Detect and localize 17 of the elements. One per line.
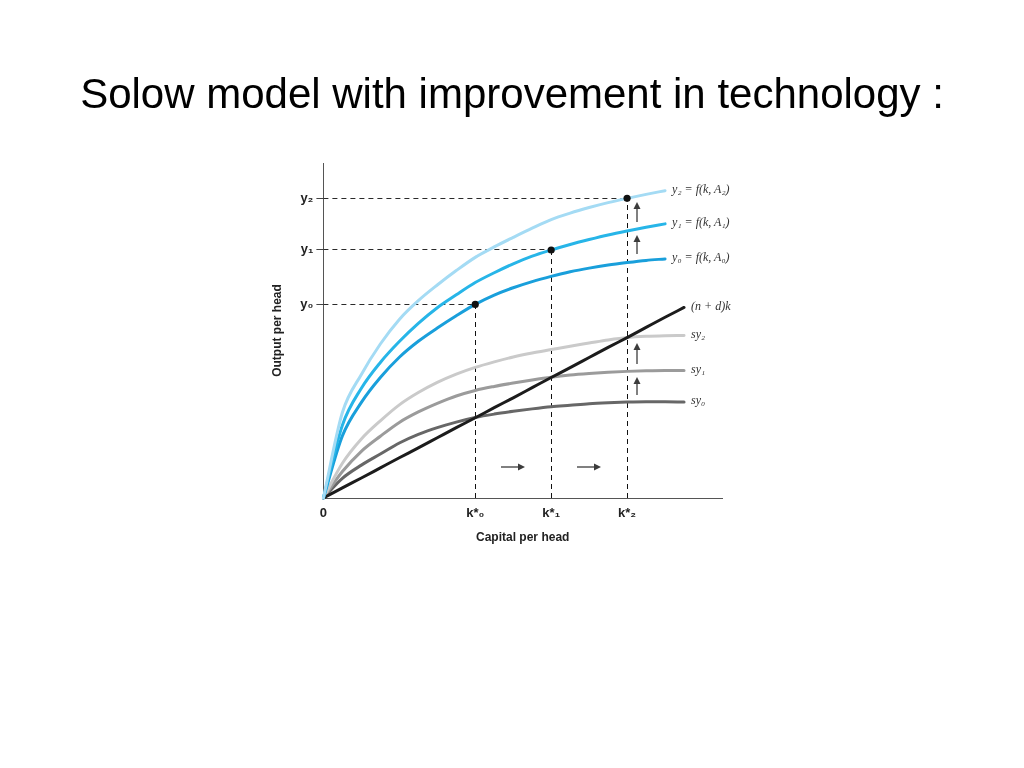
y-axis-title: Output per head xyxy=(269,284,284,377)
x-tick-label: k*₁ xyxy=(542,505,561,521)
series-label: y₁ = f(k, A₁) xyxy=(671,215,730,230)
chart-title: Solow model with improvement in technology : xyxy=(80,69,944,117)
series-label: y₂ = f(k, A₂) xyxy=(671,181,730,196)
series-label: (n + d)k xyxy=(691,298,732,313)
series-label: sy₁ xyxy=(691,361,706,376)
ref-line-label: y₂ xyxy=(300,190,314,206)
series-label: sy₀ xyxy=(691,393,706,408)
x-axis-title: Capital per head xyxy=(476,530,570,545)
series-label: sy₂ xyxy=(691,326,706,341)
ref-line-label: y₀ xyxy=(300,296,314,312)
x-tick-label: 0 xyxy=(319,505,328,521)
series-label: y₀ = f(k, A₀) xyxy=(671,250,730,265)
x-tick-label: k*₀ xyxy=(466,505,485,521)
ref-line-label: y₁ xyxy=(300,241,314,257)
x-tick-label: k*₂ xyxy=(618,505,637,521)
